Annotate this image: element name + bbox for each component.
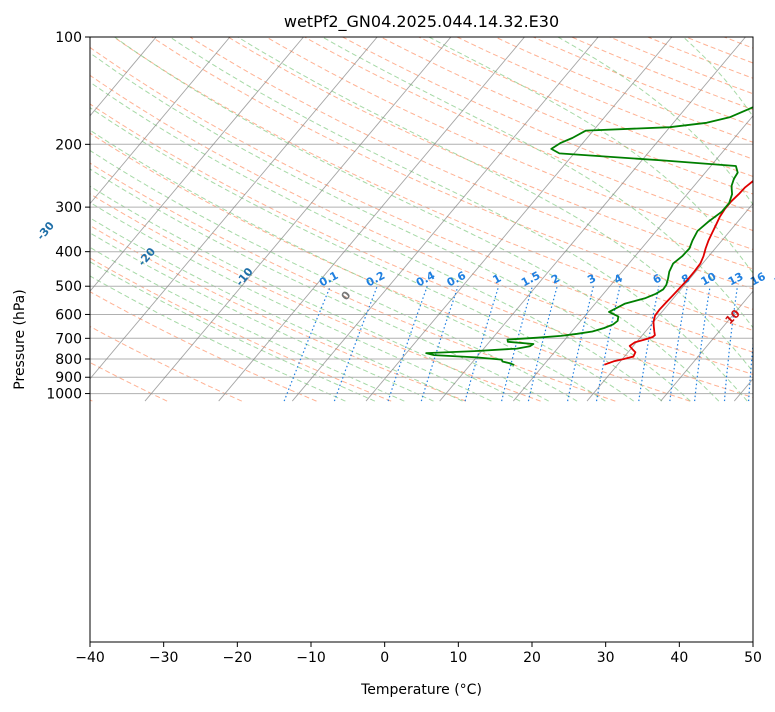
y-tick-label: 600 <box>55 307 82 323</box>
dry-adiabat-label: -30 <box>34 219 57 243</box>
x-tick-label: 20 <box>523 650 541 666</box>
x-tick-label: 10 <box>449 650 467 666</box>
isotherm-line <box>0 37 9 401</box>
y-axis-label: Pressure (hPa) <box>12 289 28 389</box>
x-tick-label: −20 <box>223 650 253 666</box>
x-tick-label: −30 <box>149 650 179 666</box>
y-tick-label: 200 <box>55 137 82 153</box>
y-tick-label: 100 <box>55 30 82 46</box>
y-tick-label: 300 <box>55 200 82 216</box>
y-tick-label: 1000 <box>46 387 82 403</box>
chart-title: wetPf2_GN04.2025.044.14.32.E30 <box>284 12 559 32</box>
x-tick-label: 40 <box>670 650 688 666</box>
x-axis-label: Temperature (°C) <box>360 682 482 698</box>
y-tick-label: 900 <box>55 370 82 386</box>
x-tick-label: −10 <box>296 650 326 666</box>
y-tick-label: 500 <box>55 279 82 295</box>
x-tick-label: 50 <box>744 650 762 666</box>
x-tick-label: 0 <box>380 650 389 666</box>
y-tick-label: 700 <box>55 331 82 347</box>
x-tick-label: −40 <box>75 650 105 666</box>
y-tick-label: 800 <box>55 352 82 368</box>
y-tick-label: 400 <box>55 245 82 261</box>
x-tick-label: 30 <box>597 650 615 666</box>
